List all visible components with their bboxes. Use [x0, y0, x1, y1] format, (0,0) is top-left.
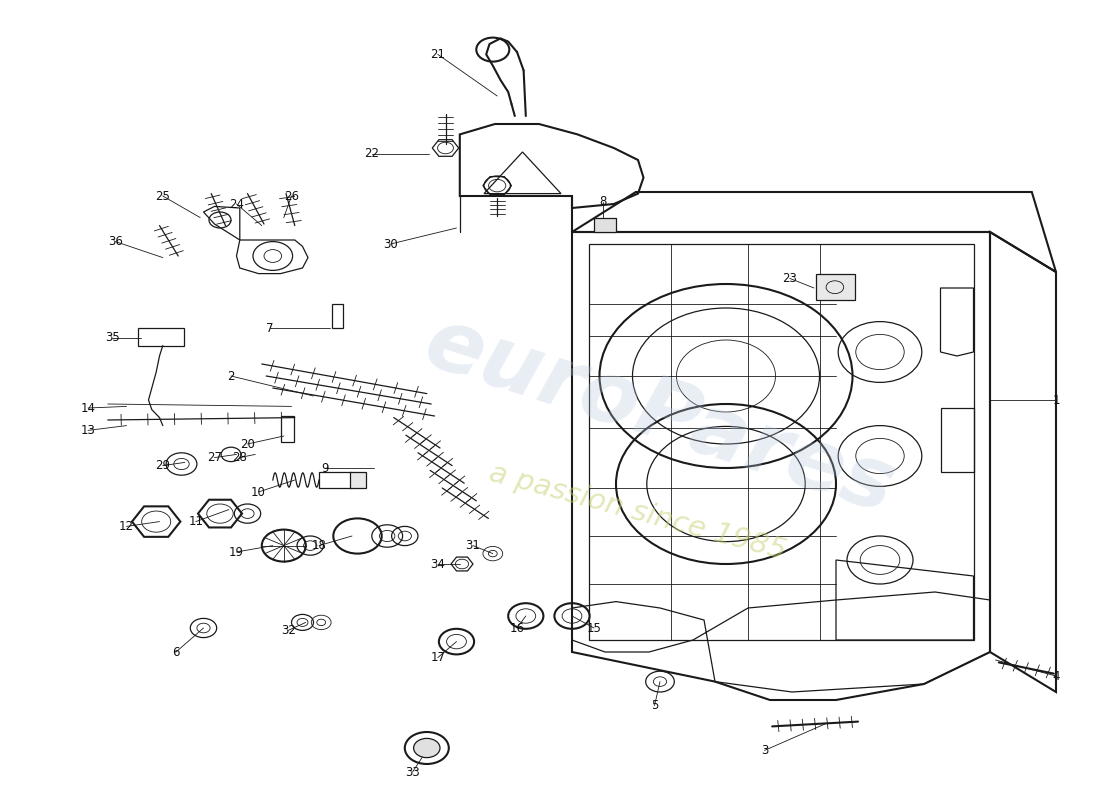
- Text: a passion since 1985: a passion since 1985: [486, 459, 790, 565]
- Text: 6: 6: [173, 646, 179, 658]
- Text: 15: 15: [586, 622, 602, 634]
- Text: 27: 27: [207, 451, 222, 464]
- Text: 3: 3: [761, 744, 768, 757]
- Text: 30: 30: [383, 238, 398, 250]
- Bar: [280, 416, 294, 442]
- Text: 22: 22: [364, 147, 380, 160]
- Text: 26: 26: [284, 190, 299, 202]
- Bar: [350, 472, 366, 488]
- Text: 20: 20: [240, 438, 255, 450]
- Text: 8: 8: [600, 195, 606, 208]
- Text: 31: 31: [465, 539, 481, 552]
- Bar: [816, 274, 855, 300]
- Bar: [138, 328, 184, 346]
- Text: 34: 34: [430, 558, 446, 570]
- Text: 14: 14: [80, 402, 96, 414]
- Text: 12: 12: [119, 520, 134, 533]
- Text: 24: 24: [229, 198, 244, 210]
- Bar: [319, 472, 352, 488]
- Text: 9: 9: [321, 462, 328, 474]
- Text: 11: 11: [188, 515, 204, 528]
- Text: 23: 23: [782, 272, 797, 285]
- Text: 35: 35: [104, 331, 120, 344]
- Text: 25: 25: [155, 190, 170, 202]
- Text: 28: 28: [232, 451, 248, 464]
- Circle shape: [414, 738, 440, 758]
- Text: 1: 1: [1053, 394, 1059, 406]
- Text: 33: 33: [405, 766, 420, 778]
- Text: 36: 36: [108, 235, 123, 248]
- Text: 10: 10: [251, 486, 266, 498]
- Text: 29: 29: [155, 459, 170, 472]
- Bar: [332, 304, 343, 328]
- Text: 18: 18: [311, 539, 327, 552]
- Text: 2: 2: [228, 370, 234, 382]
- Text: 7: 7: [266, 322, 273, 334]
- Text: 4: 4: [1053, 670, 1059, 682]
- Text: 17: 17: [430, 651, 446, 664]
- Text: 21: 21: [430, 48, 446, 61]
- Text: 32: 32: [280, 624, 296, 637]
- Text: euroPares: euroPares: [415, 301, 905, 531]
- Text: 19: 19: [229, 546, 244, 558]
- Bar: [594, 218, 616, 232]
- Text: 5: 5: [651, 699, 658, 712]
- Text: 16: 16: [509, 622, 525, 634]
- Text: 13: 13: [80, 424, 96, 437]
